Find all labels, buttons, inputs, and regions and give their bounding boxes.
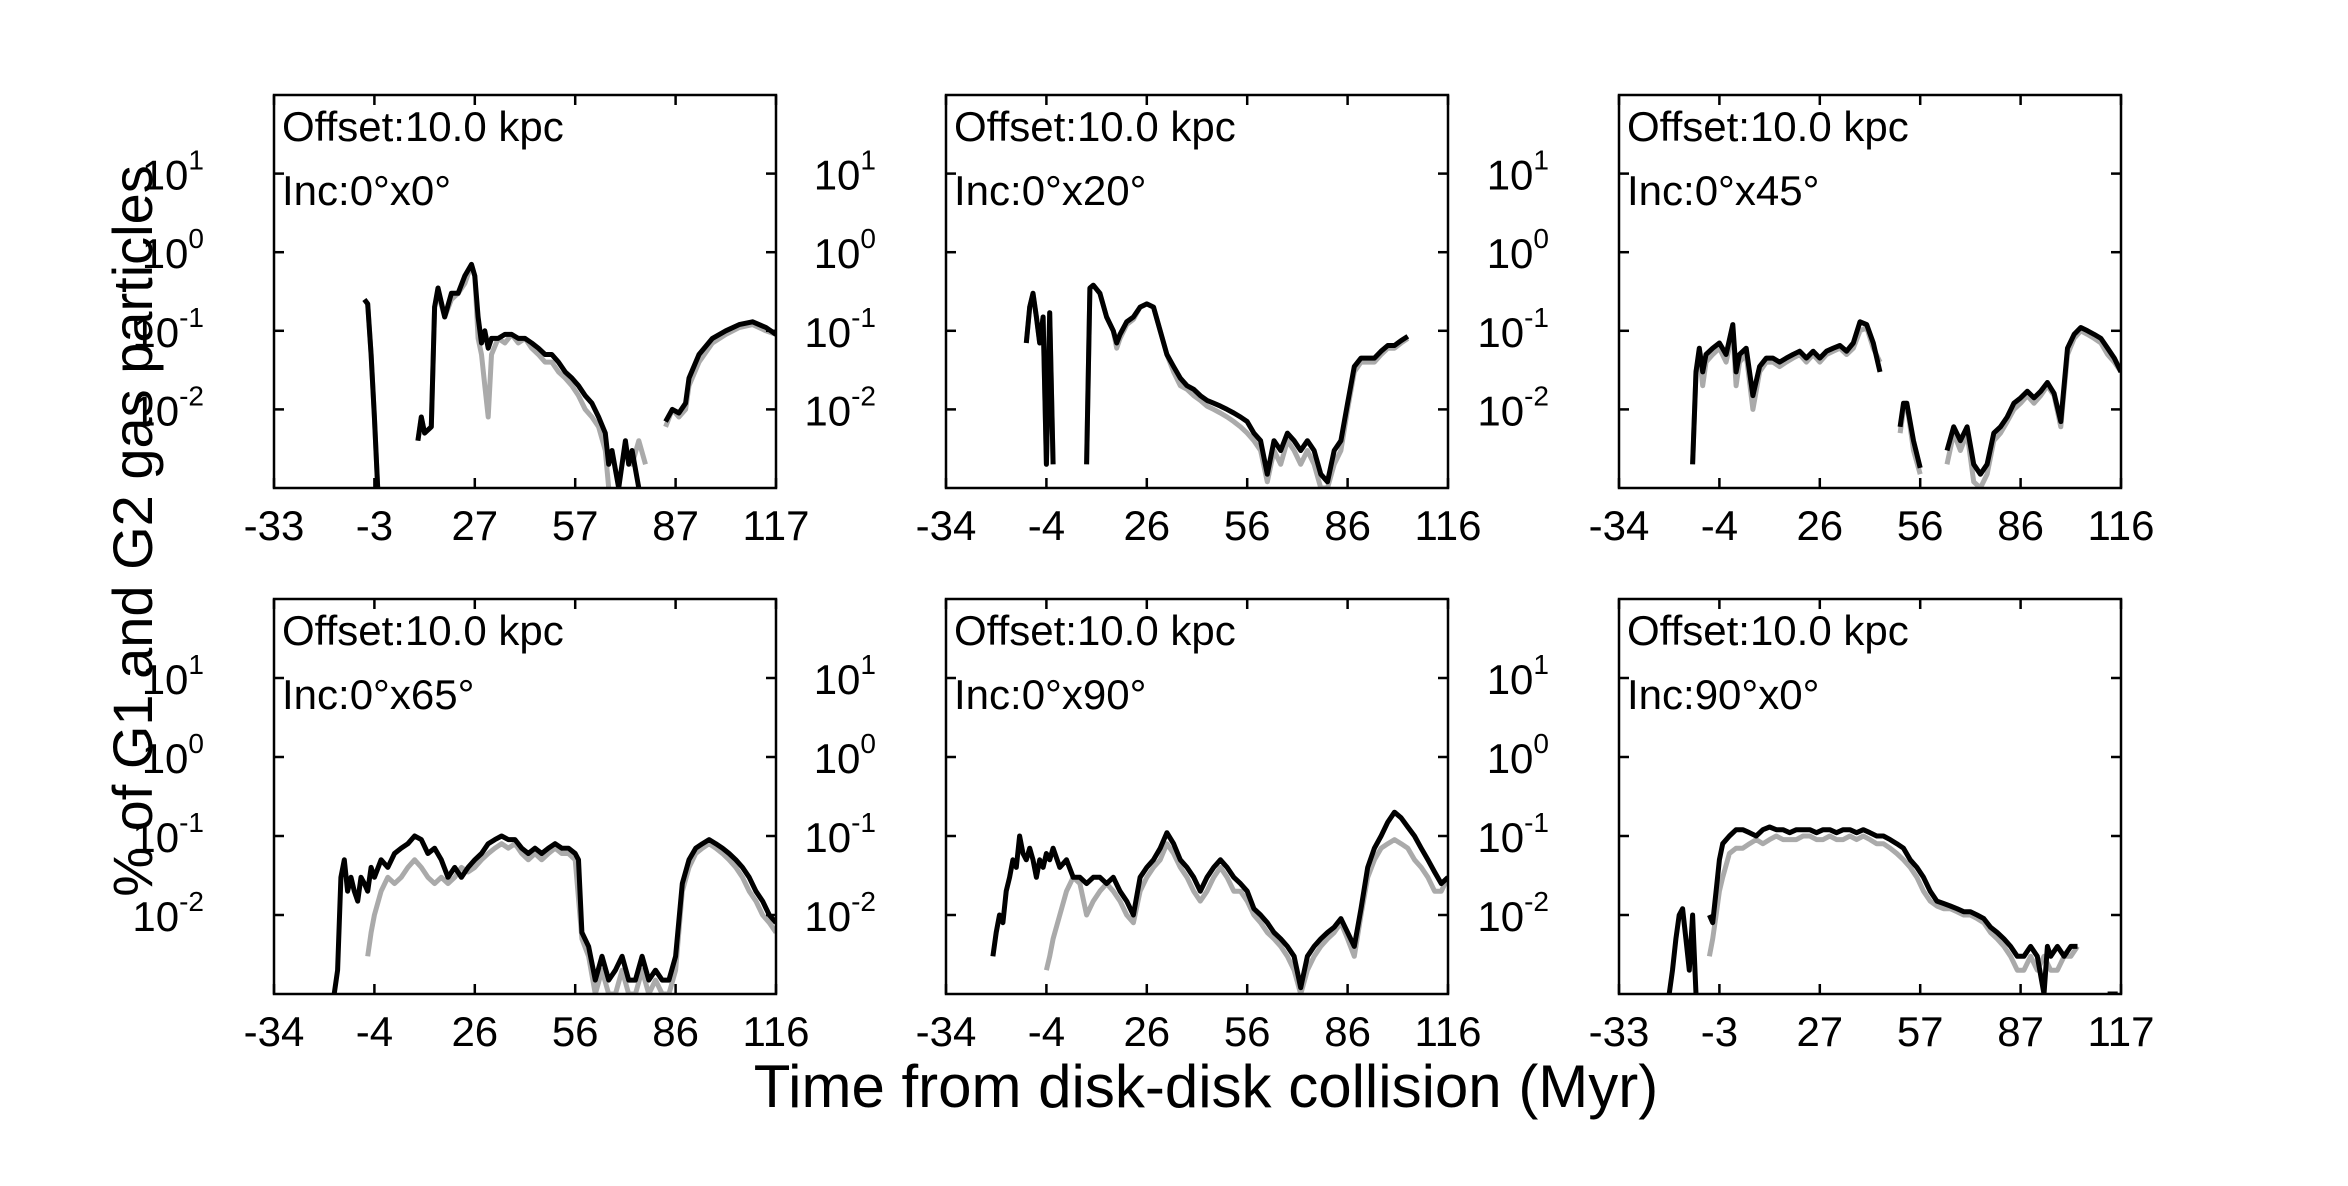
y-tick-label: 10-2	[804, 886, 876, 940]
x-tick-label: 27	[451, 502, 498, 549]
chart-panel-6: -33 -3 27 57 87 117 101 100 10-1 10-2 Offset:10.0 …	[1477, 597, 2155, 1055]
y-tick-label: 10-2	[1477, 380, 1549, 434]
y-tick-label: 10-2	[132, 380, 204, 434]
axes-frame	[944, 93, 1450, 490]
x-tick-label: 57	[552, 502, 599, 549]
chart-panel-5: -34 -4 26 56 86 116 101 100 10-1 10-2 Offset:10.0 …	[804, 597, 1482, 1055]
series-line-4-2	[331, 833, 776, 994]
offset-annotation: Offset:10.0 kpc	[282, 607, 564, 654]
offset-annotation: Offset:10.0 kpc	[1627, 607, 1909, 654]
y-tick-label: 10-1	[132, 807, 204, 861]
x-tick-label: -34	[244, 1008, 305, 1055]
x-tick-label: 86	[1997, 502, 2044, 549]
x-tick-label: 56	[552, 1008, 599, 1055]
inclination-annotation: Inc:0°x65°	[282, 671, 474, 718]
x-tick-label: 57	[1897, 1008, 1944, 1055]
series-line-5-1	[1043, 837, 1448, 994]
inclination-annotation: Inc:0°x90°	[954, 671, 1146, 718]
y-tick-label: 10-1	[804, 302, 876, 356]
offset-annotation: Offset:10.0 kpc	[954, 103, 1236, 150]
axes-frame	[272, 93, 778, 490]
axes-frame	[1617, 93, 2123, 490]
series-line-3-2	[1690, 319, 2121, 477]
y-tick-label: 100	[142, 223, 204, 277]
y-tick-label: 10-1	[132, 302, 204, 356]
inclination-annotation: Inc:0°x45°	[1627, 167, 1819, 214]
x-tick-label: -34	[1589, 502, 1650, 549]
axes-frame	[1617, 597, 2123, 996]
y-tick-label: 10-1	[1477, 302, 1549, 356]
x-tick-label: 26	[1796, 502, 1843, 549]
x-tick-label: -4	[1028, 502, 1065, 549]
y-tick-label: 100	[142, 728, 204, 782]
x-tick-label: -34	[916, 502, 977, 549]
x-tick-label: -3	[1701, 1008, 1738, 1055]
y-tick-label: 10-1	[804, 807, 876, 861]
y-tick-label: 101	[814, 145, 876, 199]
chart-panels: -33 -3 27 57 87 117 101 100 10-1 10-2 Offset:10.0 …	[132, 93, 2155, 1055]
series-line-6-1	[1706, 833, 2080, 973]
offset-annotation: Offset:10.0 kpc	[282, 103, 564, 150]
inclination-annotation: Inc:0°x0°	[282, 167, 451, 214]
x-tick-label: 86	[652, 1008, 699, 1055]
x-tick-label: 26	[1123, 1008, 1170, 1055]
y-tick-label: 10-2	[132, 886, 204, 940]
x-tick-label: 87	[1997, 1008, 2044, 1055]
x-tick-label: 116	[1415, 502, 1482, 549]
x-tick-label: 117	[743, 502, 810, 549]
x-tick-label: 56	[1897, 502, 1944, 549]
inclination-annotation: Inc:0°x20°	[954, 167, 1146, 214]
chart-panel-4: -34 -4 26 56 86 116 101 100 10-1 10-2 Offset:10.0 …	[132, 597, 810, 1055]
x-tick-label: -33	[244, 502, 305, 549]
x-tick-label: 26	[1123, 502, 1170, 549]
y-tick-label: 100	[1487, 728, 1549, 782]
x-axis-label: Time from disk-disk collision (Myr)	[754, 1053, 1659, 1120]
x-tick-label: 56	[1224, 1008, 1271, 1055]
y-axis-label: % of G1 and G2 gas particles	[101, 165, 164, 897]
axes-frame	[944, 597, 1450, 996]
series-line-2-2	[1023, 282, 1410, 485]
x-tick-label: -34	[916, 1008, 977, 1055]
series-line-4-1	[365, 841, 776, 994]
x-tick-label: 117	[2088, 1008, 2155, 1055]
chart-panel-2: -34 -4 26 56 86 116 101 100 10-1 10-2 Offset:10.0 …	[804, 93, 1482, 549]
offset-annotation: Offset:10.0 kpc	[1627, 103, 1909, 150]
y-tick-label: 10-1	[1477, 807, 1549, 861]
series-line-5-2	[990, 809, 1448, 991]
y-tick-label: 101	[142, 145, 204, 199]
x-tick-label: 87	[652, 502, 699, 549]
x-tick-label: -33	[1589, 1008, 1650, 1055]
series-line-6-2	[1666, 824, 2078, 994]
y-tick-label: 101	[1487, 145, 1549, 199]
y-tick-label: 101	[814, 649, 876, 703]
chart-panel-1: -33 -3 27 57 87 117 101 100 10-1 10-2 Offset:10.0 …	[132, 93, 810, 549]
x-tick-label: 116	[1415, 1008, 1482, 1055]
x-tick-label: 86	[1324, 502, 1371, 549]
x-tick-label: -4	[1028, 1008, 1065, 1055]
x-tick-label: 86	[1324, 1008, 1371, 1055]
inclination-annotation: Inc:90°x0°	[1627, 671, 1819, 718]
y-tick-label: 101	[1487, 649, 1549, 703]
y-tick-label: 100	[1487, 223, 1549, 277]
y-tick-label: 10-2	[1477, 886, 1549, 940]
x-tick-label: 27	[1796, 1008, 1843, 1055]
x-tick-label: -3	[356, 502, 393, 549]
offset-annotation: Offset:10.0 kpc	[954, 607, 1236, 654]
y-tick-label: 100	[814, 223, 876, 277]
x-tick-label: 56	[1224, 502, 1271, 549]
axes-frame	[272, 597, 778, 996]
x-tick-label: 26	[451, 1008, 498, 1055]
chart-panel-3: -34 -4 26 56 86 116 101 100 10-1 10-2 Offset:10.0 …	[1477, 93, 2155, 549]
x-tick-label: 116	[2088, 502, 2155, 549]
y-tick-label: 101	[142, 649, 204, 703]
y-tick-label: 100	[814, 728, 876, 782]
y-tick-label: 10-2	[804, 380, 876, 434]
x-tick-label: -4	[1701, 502, 1738, 549]
x-tick-label: -4	[356, 1008, 393, 1055]
x-tick-label: 116	[743, 1008, 810, 1055]
series-line-1-2	[362, 261, 776, 488]
